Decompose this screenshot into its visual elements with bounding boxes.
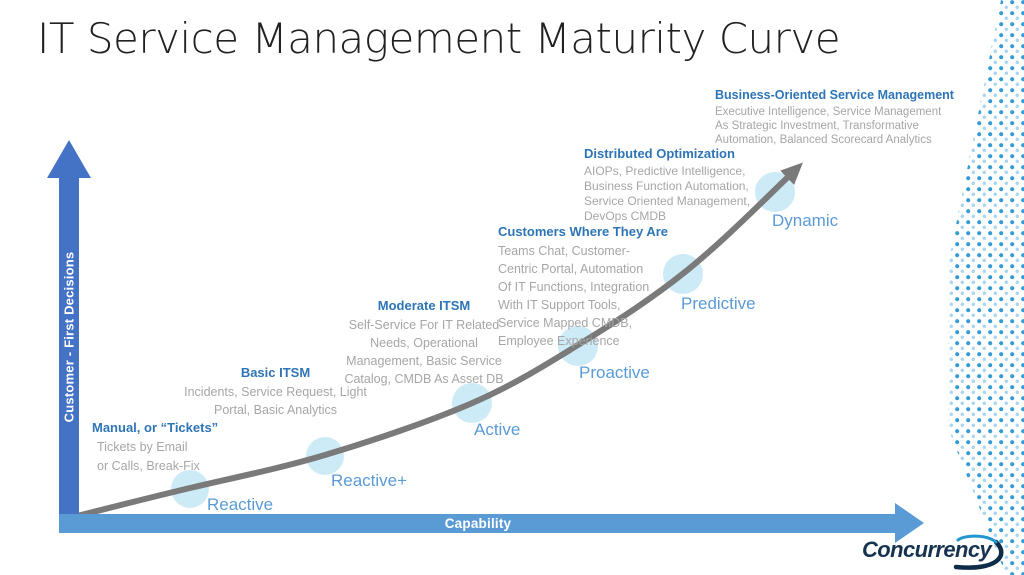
x-axis-label: Capability: [444, 516, 512, 531]
x-axis-arrowhead-icon: [895, 503, 924, 543]
y-axis-bar: [59, 176, 79, 533]
note-moderate-itsm: Moderate ITSM Self-Service For IT Relate…: [340, 298, 508, 388]
note-line: As Strategic Investment, Transformative: [715, 120, 919, 132]
concurrency-logo-text: Concurrency: [862, 537, 992, 562]
growth-curve-arrow: [74, 162, 803, 519]
note-line: Catalog, CMDB As Asset DB: [344, 372, 504, 386]
note-line: With IT Support Tools,: [498, 298, 621, 312]
y-axis-arrowhead-icon: [47, 140, 91, 178]
note-heading: Business-Oriented Service Management: [715, 88, 954, 102]
note-heading: Customers Where They Are: [498, 224, 669, 239]
note-manual-tickets: Manual, or “Tickets” Tickets by Email or…: [92, 420, 242, 476]
concurrency-logo-swoosh-icon: [953, 534, 1004, 570]
note-line: Centric Portal, Automation: [498, 262, 644, 276]
note-heading: Moderate ITSM: [377, 298, 471, 313]
note-line: Tickets by Email: [97, 440, 188, 454]
note-basic-itsm: Basic ITSM Incidents, Service Request, L…: [178, 365, 373, 419]
stage-label-reactive: Reactive: [207, 495, 274, 514]
note-line: Of IT Functions, Integration: [498, 280, 650, 294]
note-line: Incidents, Service Request, Light: [184, 385, 367, 399]
note-heading: Distributed Optimization: [584, 146, 735, 161]
note-line: Service Mapped CMDB,: [498, 316, 633, 330]
stage-label-dynamic: Dynamic: [772, 211, 839, 230]
note-line: Needs, Operational: [370, 336, 478, 350]
note-line: Management, Basic Service: [346, 354, 502, 368]
note-distributed-optimization: Distributed Optimization AIOPs, Predicti…: [584, 146, 794, 224]
y-axis-label: Customer - First Decisions: [61, 251, 77, 423]
stage-label-predictive: Predictive: [681, 294, 756, 313]
x-axis-bar: Capability: [59, 514, 897, 533]
stage-label-proactive: Proactive: [579, 363, 650, 382]
note-line: Executive Intelligence, Service Manageme…: [715, 106, 942, 118]
note-line: DevOps CMDB: [584, 209, 667, 223]
page-title: IT Service Management Maturity Curve: [37, 14, 841, 63]
note-line: Business Function Automation,: [584, 179, 749, 193]
note-line: Service Oriented Management,: [584, 194, 751, 208]
note-heading: Manual, or “Tickets”: [92, 420, 219, 435]
note-customers-where-they-are: Customers Where They Are Teams Chat, Cus…: [498, 224, 678, 350]
note-line: Teams Chat, Customer-: [498, 244, 630, 258]
note-line: or Calls, Break-Fix: [97, 459, 200, 473]
note-line: Self-Service For IT Related: [348, 318, 500, 332]
note-heading: Basic ITSM: [240, 365, 311, 380]
note-line: Automation, Balanced Scorecard Analytics: [715, 134, 932, 146]
note-line: Portal, Basic Analytics: [214, 403, 337, 417]
concurrency-logo: Concurrency: [858, 534, 1008, 572]
stage-label-reactive-plus: Reactive+: [331, 471, 408, 490]
stage-label-active: Active: [474, 420, 521, 439]
note-line: AIOPs, Predictive Intelligence,: [584, 164, 746, 178]
note-business-oriented-service-management: Business-Oriented Service Management Exe…: [715, 88, 954, 147]
note-line: Employee Experience: [498, 334, 620, 348]
